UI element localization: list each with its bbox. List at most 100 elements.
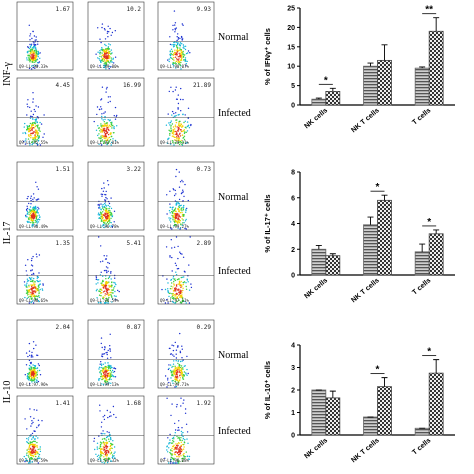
cytometry-dot [177, 257, 179, 260]
cytometry-dot [35, 52, 38, 54]
cytometry-dot [30, 219, 32, 221]
cytometry-dot [172, 286, 174, 288]
cytometry-dot [178, 125, 180, 127]
cytometry-dot [175, 142, 177, 144]
cytometry-dot [179, 290, 182, 292]
cytometry-dot [26, 441, 28, 443]
cytometry-dot [97, 302, 100, 304]
cytometry-dot [36, 446, 38, 448]
cytometry-dot [181, 51, 183, 53]
cytometry-dot [177, 448, 180, 450]
cytometry-dot [103, 302, 106, 304]
cytometry-dot [112, 132, 115, 134]
cytometry-dot [177, 227, 179, 229]
cytometry-dot [173, 56, 175, 59]
cytometry-dot [110, 225, 113, 227]
cytometry-dot [175, 353, 177, 355]
cytometry-dot [33, 52, 35, 54]
cytometry-dot [106, 32, 109, 34]
cytometry-dot [101, 113, 103, 115]
cytometry-dot [109, 221, 111, 223]
cytometry-dot [173, 133, 175, 135]
error-bar [381, 194, 388, 201]
cytometry-dot [105, 44, 107, 47]
cytometry-dot [170, 462, 172, 464]
cytometry-dot [109, 364, 111, 367]
cytometry-dot [180, 448, 182, 450]
cytometry-dot [108, 67, 110, 70]
cytometry-dot [31, 277, 33, 279]
upper-percent: 9.93 [197, 6, 212, 13]
cytometry-dot [101, 26, 103, 29]
cytometry-dot [175, 121, 178, 124]
cytometry-dot [36, 256, 38, 258]
cytometry-dot [164, 302, 167, 304]
cytometry-dot [181, 292, 183, 294]
cytometry-dot [31, 221, 34, 223]
upper-percent: 0.29 [197, 324, 212, 331]
cytometry-dot [107, 36, 109, 38]
lower-percent: Q9-LL:95.55% [19, 140, 48, 145]
cytometry-dot [103, 226, 105, 229]
cytometry-dot [37, 448, 39, 451]
cytometry-dot [102, 128, 104, 130]
cytometry-dot [179, 439, 181, 441]
cytometry-dot [27, 134, 30, 136]
cytometry-dot [176, 138, 178, 140]
cytometry-dot [31, 287, 33, 290]
cytometry-dot [180, 207, 183, 209]
cytometry-dot [182, 287, 184, 289]
cytometry-dot [104, 295, 106, 297]
cytometry-dot [100, 364, 103, 367]
cytometry-dot [180, 455, 182, 457]
cytometry-dot [177, 37, 180, 39]
plot-frame [87, 77, 145, 147]
cytometry-dot [28, 367, 30, 369]
cytometry-dot [25, 270, 27, 272]
cytometry-dot [176, 215, 178, 217]
cytometry-dot [176, 59, 179, 61]
cytometry-dot [179, 181, 182, 183]
cytometry-dot [182, 435, 184, 438]
cytometry-dot [177, 429, 179, 431]
cytometry-dot [34, 64, 37, 67]
cytometry-dot [164, 288, 167, 291]
cytometry-dot [170, 297, 172, 299]
cytometry-dots [93, 86, 118, 146]
cytometry-dot [177, 437, 179, 439]
cytometry-dot [28, 377, 30, 379]
cytometry-dot [109, 56, 111, 58]
cytometry-dot [172, 140, 174, 142]
cytometry-dot [26, 437, 28, 440]
cytometry-dot [105, 297, 108, 300]
cytometry-dot [32, 295, 35, 298]
cytometry-dot [103, 187, 105, 189]
cytometry-dot [31, 116, 34, 118]
cytometry-dot [182, 47, 184, 49]
cytometry-dot [174, 296, 176, 298]
cytometry-dot [24, 418, 26, 420]
cytometry-dot [25, 284, 28, 286]
cytometry-dot [30, 203, 32, 205]
cytometry-dot [29, 442, 31, 444]
cytometry-dot [175, 213, 178, 216]
x-tick-label: NK T cells [350, 277, 381, 304]
cytometry-dot [177, 108, 179, 110]
bar [428, 372, 444, 436]
cytometry-dot [183, 281, 186, 283]
cytometry-dot [28, 456, 30, 458]
cytometry-dot [100, 140, 102, 142]
cytometry-dot [100, 442, 103, 444]
cytometry-dot [101, 455, 103, 457]
cytometry-dots [95, 23, 117, 70]
cytometry-dot [176, 278, 179, 281]
cytometry-dot [104, 370, 106, 372]
cytometry-dot [101, 23, 104, 25]
cytometry-dot [183, 195, 185, 198]
cytometry-dot [165, 246, 168, 248]
cytometry-dot [102, 203, 104, 206]
cytometry-dot [169, 132, 171, 135]
cytometry-dot [179, 44, 181, 47]
cytometry-dot [174, 224, 176, 227]
